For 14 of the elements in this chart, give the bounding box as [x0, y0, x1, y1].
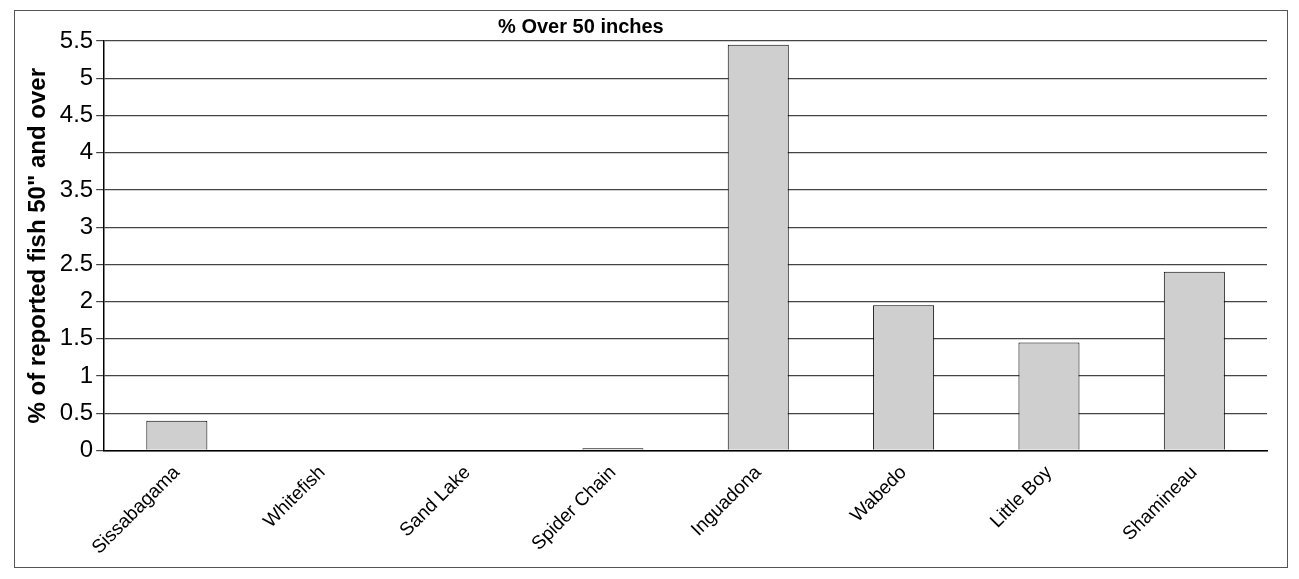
y-tick-label: 0 — [79, 435, 94, 463]
y-tick-label: 3 — [79, 211, 94, 239]
y-tick-label: 2.5 — [59, 248, 94, 276]
y-tick-label: 3.5 — [59, 174, 94, 202]
y-tick-label: 4.5 — [59, 100, 94, 128]
chart-title: % Over 50 inches — [498, 14, 664, 37]
y-tick-label: 5.5 — [59, 25, 94, 53]
y-tick-label: 1.5 — [59, 323, 94, 351]
y-tick-label: 0.5 — [59, 397, 94, 425]
y-tick-label: 2 — [79, 286, 94, 314]
y-tick-label: 4 — [79, 137, 94, 165]
y-axis-title: % of reported fish 50" and over — [23, 68, 51, 424]
y-tick-label: 5 — [79, 62, 94, 90]
y-tick-label: 1 — [79, 360, 94, 388]
